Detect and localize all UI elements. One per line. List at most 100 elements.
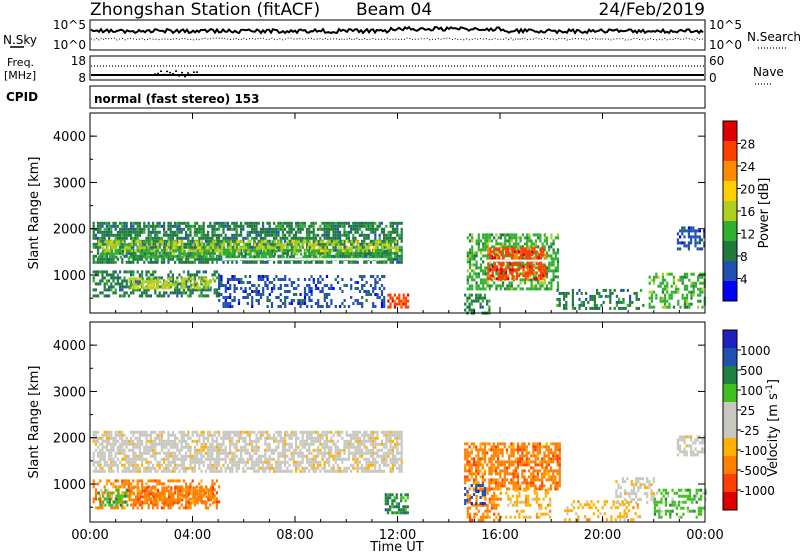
data-cell-velocity-0 <box>268 454 271 458</box>
data-cell-power-0 <box>193 230 196 234</box>
data-cell-power-10 <box>600 303 603 307</box>
data-cell-power-0 <box>290 245 293 249</box>
data-cell-velocity-0 <box>220 469 223 473</box>
data-cell-velocity-0 <box>352 436 355 440</box>
data-cell-power-8 <box>487 265 490 269</box>
data-cell-power-4 <box>187 277 190 281</box>
data-cell-power-2 <box>99 252 103 256</box>
data-cell-power-1 <box>368 246 371 250</box>
data-cell-power-3 <box>136 270 139 274</box>
data-cell-velocity-0 <box>213 445 216 449</box>
data-cell-velocity-0 <box>286 469 289 473</box>
data-cell-power-0 <box>350 260 353 264</box>
data-cell-power-0 <box>259 236 262 240</box>
data-cell-velocity-0 <box>202 442 205 446</box>
data-cell-power-3 <box>196 288 199 292</box>
data-cell-power-0 <box>134 236 137 240</box>
data-cell-power-1 <box>229 243 232 247</box>
data-cell-power-7 <box>515 287 518 291</box>
data-cell-power-11 <box>659 296 662 300</box>
data-cell-power-1 <box>330 243 334 247</box>
data-cell-velocity-0 <box>202 439 205 443</box>
data-cell-power-0 <box>229 227 232 231</box>
data-cell-power-0 <box>160 260 163 264</box>
data-cell-velocity-0 <box>105 448 108 452</box>
data-cell-velocity-0 <box>240 454 243 458</box>
data-cell-power-0 <box>202 260 205 264</box>
data-cell-power-7 <box>548 263 551 267</box>
data-cell-velocity-0 <box>244 451 247 455</box>
data-cell-power-0 <box>207 260 210 264</box>
data-cell-power-0 <box>189 260 192 264</box>
data-cell-power-7 <box>528 248 531 252</box>
data-cell-power-1 <box>247 240 250 244</box>
data-cell-velocity-0 <box>248 439 251 443</box>
data-cell-power-0 <box>99 230 102 234</box>
data-cell-velocity-0 <box>257 430 260 434</box>
data-cell-velocity-0 <box>112 463 115 467</box>
data-cell-power-5 <box>358 275 362 278</box>
data-cell-power-0 <box>108 257 111 261</box>
data-cell-power-1 <box>328 240 331 244</box>
data-cell-power-7 <box>530 239 533 243</box>
data-cell-power-5 <box>251 284 254 287</box>
data-cell-power-5 <box>284 299 287 302</box>
data-cell-power-8 <box>489 268 492 272</box>
data-cell-velocity-0 <box>286 466 289 470</box>
data-cell-power-1 <box>264 249 268 253</box>
data-cell-velocity-0 <box>319 442 322 446</box>
data-cell-power-2 <box>137 249 140 253</box>
data-cell-power-8 <box>507 253 510 257</box>
data-cell-power-12 <box>698 229 701 233</box>
data-cell-velocity-0 <box>306 442 309 446</box>
data-cell-power-0 <box>213 230 216 234</box>
data-cell-velocity-0 <box>328 460 331 464</box>
data-cell-velocity-0 <box>279 439 282 443</box>
data-cell-power-0 <box>200 254 203 258</box>
data-cell-power-0 <box>273 242 276 246</box>
data-cell-velocity-0 <box>108 451 111 455</box>
data-cell-power-7 <box>550 257 553 261</box>
data-cell-power-2 <box>262 255 265 259</box>
data-cell-velocity-0 <box>97 430 100 434</box>
data-cell-velocity-0 <box>332 442 335 446</box>
data-cell-power-0 <box>189 251 192 255</box>
data-cell-power-0 <box>189 242 192 246</box>
data-cell-power-1 <box>333 240 336 244</box>
data-cell-power-7 <box>495 239 498 243</box>
data-cell-power-7 <box>482 233 485 237</box>
data-cell-power-1 <box>223 246 226 250</box>
data-cell-velocity-0 <box>182 433 185 437</box>
data-cell-power-11 <box>657 284 660 288</box>
data-cell-power-1 <box>209 246 213 250</box>
data-cell-power-7 <box>484 239 487 243</box>
data-cell-power-7 <box>543 233 546 237</box>
data-cell-power-0 <box>94 242 97 246</box>
data-cell-power-0 <box>262 224 265 228</box>
data-cell-power-0 <box>156 257 159 261</box>
data-cell-power-3 <box>123 279 126 283</box>
data-cell-power-4 <box>135 286 138 290</box>
data-cell-power-7 <box>499 287 502 291</box>
data-cell-power-10 <box>582 300 585 304</box>
data-cell-velocity-0 <box>248 442 251 446</box>
data-cell-velocity-0 <box>321 457 324 461</box>
data-cell-power-7 <box>548 287 551 291</box>
data-cell-power-4 <box>168 286 171 290</box>
data-cell-power-0 <box>308 260 311 264</box>
data-cell-velocity-0 <box>114 430 117 434</box>
data-cell-power-10 <box>620 300 623 304</box>
data-cell-power-5 <box>369 275 373 278</box>
data-cell-power-0 <box>363 260 366 264</box>
data-cell-velocity-0 <box>273 439 276 443</box>
data-cell-power-0 <box>336 233 339 237</box>
data-cell-power-6 <box>396 296 399 300</box>
data-cell-power-0 <box>396 239 399 243</box>
data-cell-velocity-0 <box>189 436 192 440</box>
data-cell-velocity-0 <box>123 433 126 437</box>
data-cell-power-0 <box>233 251 236 255</box>
data-cell-power-5 <box>277 287 280 290</box>
data-cell-velocity-0 <box>218 460 221 464</box>
data-cell-power-8 <box>507 247 510 251</box>
data-cell-power-1 <box>348 246 351 250</box>
